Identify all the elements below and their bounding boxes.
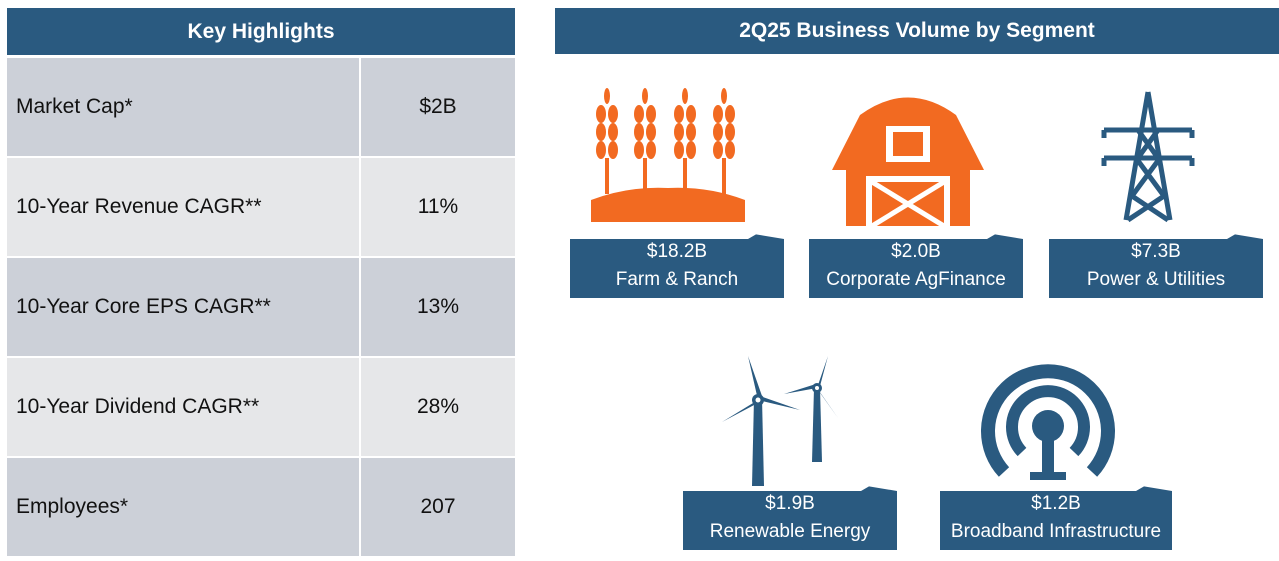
- highlight-label: 10-Year Revenue CAGR**: [7, 158, 359, 256]
- highlight-label: 10-Year Dividend CAGR**: [7, 358, 359, 456]
- highlight-row: 10-Year Revenue CAGR** 11%: [7, 158, 515, 256]
- wheat-icon: [591, 88, 745, 222]
- segment-value: $18.2B: [646, 241, 708, 262]
- segment-value: $1.9B: [765, 493, 815, 514]
- highlight-row: 10-Year Core EPS CAGR** 13%: [7, 258, 515, 356]
- segment-name: Broadband Infrastructure: [950, 521, 1162, 542]
- segment-value: $2.0B: [891, 241, 941, 262]
- highlight-value: 13%: [361, 258, 515, 356]
- barn-icon: [832, 97, 984, 226]
- segment-name: Corporate AgFinance: [826, 269, 1006, 290]
- segments-header: 2Q25 Business Volume by Segment: [555, 8, 1279, 54]
- segment-badge-renewable-energy: $1.9B Renewable Energy: [683, 486, 897, 550]
- segment-badge-farm-ranch: $18.2B Farm & Ranch: [570, 234, 784, 298]
- key-highlights-title: Key Highlights: [187, 19, 335, 43]
- segment-value: $1.2B: [1031, 493, 1081, 514]
- highlight-label: 10-Year Core EPS CAGR**: [7, 258, 359, 356]
- highlight-label: Employees*: [7, 458, 359, 556]
- highlight-value: $2B: [361, 58, 515, 156]
- segment-name: Renewable Energy: [709, 521, 871, 542]
- highlight-value: 11%: [361, 158, 515, 256]
- segment-value: $7.3B: [1131, 241, 1181, 262]
- highlight-value: 207: [361, 458, 515, 556]
- highlight-row: 10-Year Dividend CAGR** 28%: [7, 358, 515, 456]
- highlight-label: Market Cap*: [7, 58, 359, 156]
- wind-turbine-icon: [722, 356, 838, 486]
- highlight-row: Employees* 207: [7, 458, 515, 556]
- segment-badge-broadband-infrastructure: $1.2B Broadband Infrastructure: [940, 486, 1172, 550]
- segment-name: Power & Utilities: [1086, 269, 1226, 290]
- key-highlights-header: Key Highlights: [7, 8, 515, 55]
- segment-badge-corporate-agfinance: $2.0B Corporate AgFinance: [809, 234, 1023, 298]
- highlight-row: Market Cap* $2B: [7, 58, 515, 156]
- segment-badge-power-utilities: $7.3B Power & Utilities: [1049, 234, 1263, 298]
- highlight-value: 28%: [361, 358, 515, 456]
- power-tower-icon: [1101, 91, 1195, 223]
- segment-name: Farm & Ranch: [615, 269, 739, 290]
- segments-title: 2Q25 Business Volume by Segment: [739, 19, 1095, 42]
- broadband-tower-icon: [981, 364, 1115, 480]
